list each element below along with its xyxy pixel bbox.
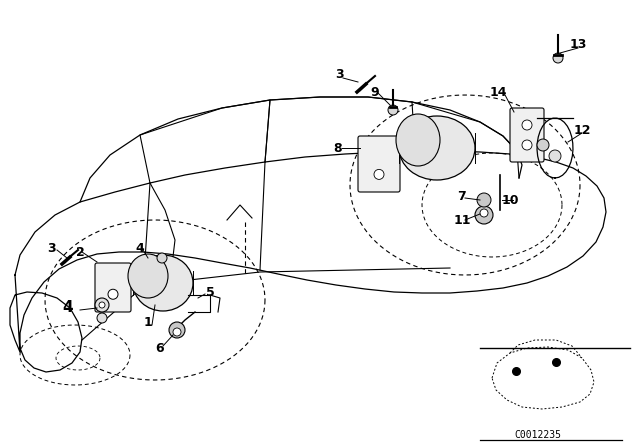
Text: 4: 4 bbox=[136, 241, 145, 254]
Circle shape bbox=[549, 150, 561, 162]
Ellipse shape bbox=[133, 255, 193, 311]
Text: 13: 13 bbox=[570, 39, 587, 52]
Circle shape bbox=[522, 120, 532, 130]
Circle shape bbox=[475, 206, 493, 224]
Text: 3: 3 bbox=[48, 241, 56, 254]
Text: C0012235: C0012235 bbox=[515, 430, 561, 440]
Circle shape bbox=[374, 169, 384, 179]
Circle shape bbox=[157, 253, 167, 263]
Circle shape bbox=[173, 328, 181, 336]
Text: 2: 2 bbox=[76, 246, 84, 258]
Circle shape bbox=[95, 298, 109, 312]
Text: 9: 9 bbox=[371, 86, 380, 99]
Text: 6: 6 bbox=[156, 341, 164, 354]
Text: 14: 14 bbox=[489, 86, 507, 99]
Circle shape bbox=[169, 322, 185, 338]
Circle shape bbox=[537, 139, 549, 151]
Circle shape bbox=[108, 289, 118, 299]
Circle shape bbox=[522, 140, 532, 150]
Ellipse shape bbox=[399, 116, 475, 180]
FancyBboxPatch shape bbox=[95, 263, 131, 312]
Ellipse shape bbox=[396, 114, 440, 166]
Text: 8: 8 bbox=[333, 142, 342, 155]
Circle shape bbox=[99, 302, 105, 308]
Text: 4: 4 bbox=[63, 301, 74, 315]
Circle shape bbox=[388, 105, 398, 115]
Text: 5: 5 bbox=[205, 285, 214, 298]
Text: 1: 1 bbox=[143, 315, 152, 328]
Circle shape bbox=[480, 209, 488, 217]
FancyBboxPatch shape bbox=[358, 136, 400, 192]
Text: 11: 11 bbox=[453, 214, 471, 227]
Circle shape bbox=[477, 193, 491, 207]
FancyBboxPatch shape bbox=[510, 108, 544, 162]
Text: 7: 7 bbox=[458, 190, 467, 202]
Text: 12: 12 bbox=[573, 124, 591, 137]
Ellipse shape bbox=[128, 254, 168, 298]
Circle shape bbox=[97, 313, 107, 323]
Circle shape bbox=[553, 53, 563, 63]
Text: 10: 10 bbox=[501, 194, 519, 207]
Text: 3: 3 bbox=[336, 69, 344, 82]
